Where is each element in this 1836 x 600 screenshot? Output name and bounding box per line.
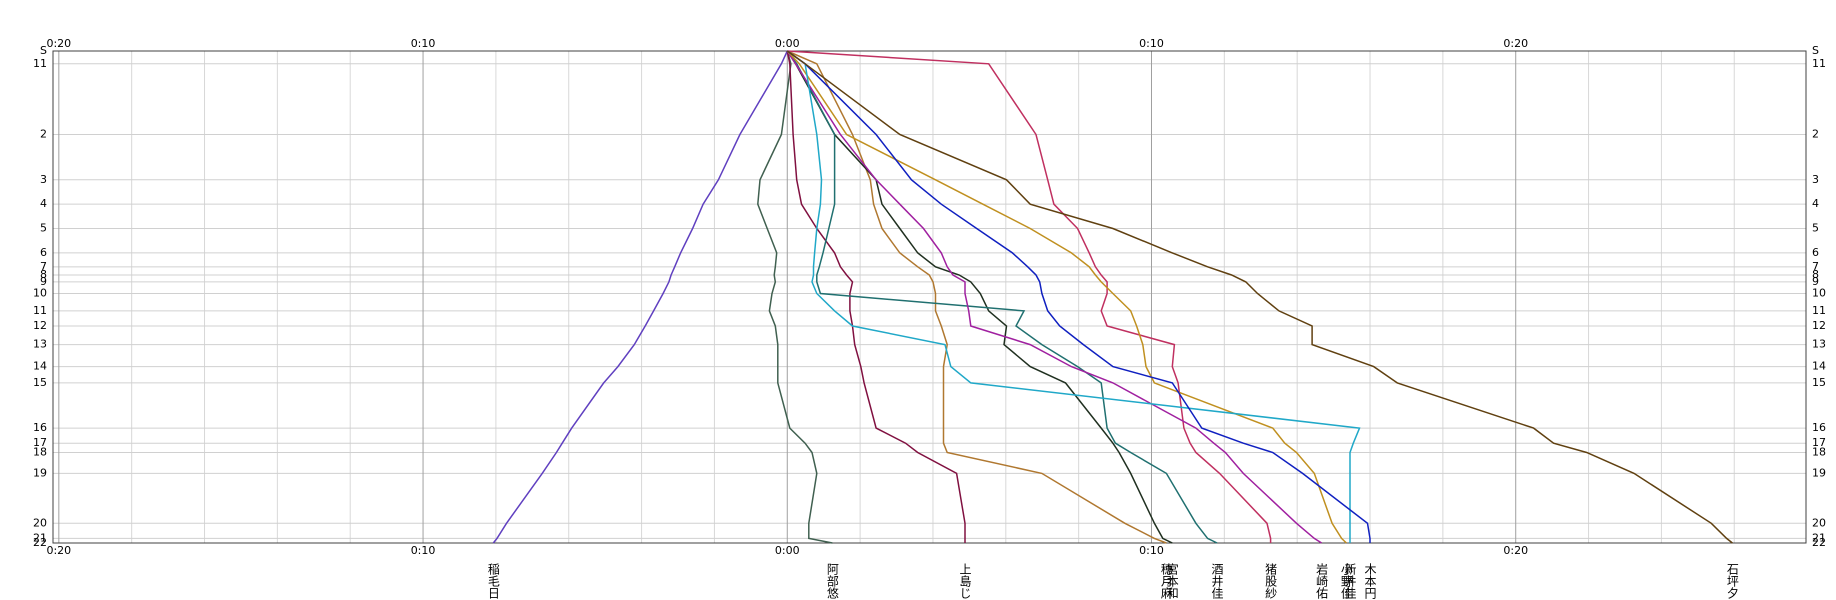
x-tick-label-bottom: 0:00 <box>775 544 800 557</box>
y-tick-label-right: 18 <box>1812 445 1826 458</box>
series-label: 木本円 <box>1363 563 1377 599</box>
y-tick-label-right: 19 <box>1812 466 1826 479</box>
y-tick-label: 11 <box>33 304 47 317</box>
y-tick-label-right: 14 <box>1812 360 1826 373</box>
y-tick-label-right: 10 <box>1812 287 1826 300</box>
series-label: 宮本和 <box>1165 562 1179 599</box>
y-tick-label: 15 <box>33 376 47 389</box>
series-label: 酒井佳 <box>1210 563 1224 599</box>
y-tick-label: 22 <box>33 536 47 549</box>
series-line <box>786 50 1173 544</box>
y-tick-label: 13 <box>33 338 47 351</box>
series-label: 阿部悠 <box>825 563 839 599</box>
series-label: 石坪夕 <box>1725 563 1739 600</box>
y-tick-label-right: 3 <box>1812 173 1819 186</box>
series-line <box>757 50 833 544</box>
series-line <box>786 50 1733 544</box>
plot-frame <box>52 50 1807 544</box>
y-tick-label: 10 <box>33 287 47 300</box>
series-label: 穂月麻 <box>1159 563 1173 599</box>
y-tick-label: 9 <box>40 275 47 288</box>
y-tick-label-right: 13 <box>1812 338 1826 351</box>
x-tick-label-top: 0:10 <box>411 37 436 50</box>
y-tick-label-right: 15 <box>1812 376 1826 389</box>
series-label: 猪股紗 <box>1264 563 1278 599</box>
y-tick-label: 11 <box>33 57 47 70</box>
y-tick-label: 20 <box>33 516 47 529</box>
y-tick-label-right: 5 <box>1812 222 1819 235</box>
series-line <box>787 50 1272 543</box>
y-tick-label-right: 22 <box>1812 536 1826 549</box>
series-line <box>786 50 1347 544</box>
y-tick-label: 5 <box>40 222 47 235</box>
series-line <box>786 50 1371 543</box>
series-line <box>786 50 1361 543</box>
y-tick-label-right: 21 <box>1812 531 1826 544</box>
y-tick-label: 14 <box>33 360 47 373</box>
y-tick-label: 21 <box>33 531 47 544</box>
series-line <box>492 50 788 544</box>
y-tick-label: 12 <box>33 319 47 332</box>
series-line <box>786 50 1218 544</box>
y-tick-label-right: 9 <box>1812 275 1819 288</box>
y-tick-label: S <box>40 44 47 57</box>
y-tick-label-right: 8 <box>1812 268 1819 281</box>
y-tick-label: 7 <box>40 260 47 273</box>
series-label: 小野佳 <box>1339 563 1353 599</box>
y-tick-label: 6 <box>40 246 47 259</box>
y-tick-label: 17 <box>33 436 47 449</box>
y-tick-label: 2 <box>40 128 47 141</box>
y-tick-label-right: 11 <box>1812 304 1826 317</box>
y-tick-label-right: 11 <box>1812 57 1826 70</box>
y-tick-label: 16 <box>33 421 47 434</box>
x-tick-label-bottom: 0:20 <box>46 544 71 557</box>
x-tick-label-bottom: 0:10 <box>411 544 436 557</box>
series-label: 稲毛日 <box>486 563 500 599</box>
y-tick-label-right: 17 <box>1812 436 1826 449</box>
y-tick-label-right: 20 <box>1812 516 1826 529</box>
y-tick-label-right: 4 <box>1812 197 1819 210</box>
y-tick-label: 8 <box>40 268 47 281</box>
y-tick-label-right: 2 <box>1812 128 1819 141</box>
y-tick-label-right: 6 <box>1812 246 1819 259</box>
series-line <box>786 50 966 543</box>
series-label: 岩崎佑 <box>1315 562 1329 599</box>
series-line <box>786 50 1322 544</box>
y-tick-label: 18 <box>33 445 47 458</box>
x-tick-label-top: 0:00 <box>775 37 800 50</box>
x-tick-label-bottom: 0:10 <box>1139 544 1164 557</box>
series-label: 上島じ <box>958 563 972 599</box>
series-label: 新井佳 <box>1343 562 1357 599</box>
y-tick-label-right: 7 <box>1812 260 1819 273</box>
y-tick-label: 3 <box>40 173 47 186</box>
x-tick-label-top: 0:20 <box>1503 37 1528 50</box>
series-line <box>787 50 1167 544</box>
y-tick-label-right: 16 <box>1812 421 1826 434</box>
x-tick-label-bottom: 0:20 <box>1503 544 1528 557</box>
x-tick-label-top: 0:20 <box>46 37 71 50</box>
x-tick-label-top: 0:10 <box>1139 37 1164 50</box>
y-tick-label-right: S <box>1812 44 1819 57</box>
y-tick-label: 19 <box>33 466 47 479</box>
y-tick-label-right: 12 <box>1812 319 1826 332</box>
y-tick-label: 4 <box>40 197 47 210</box>
